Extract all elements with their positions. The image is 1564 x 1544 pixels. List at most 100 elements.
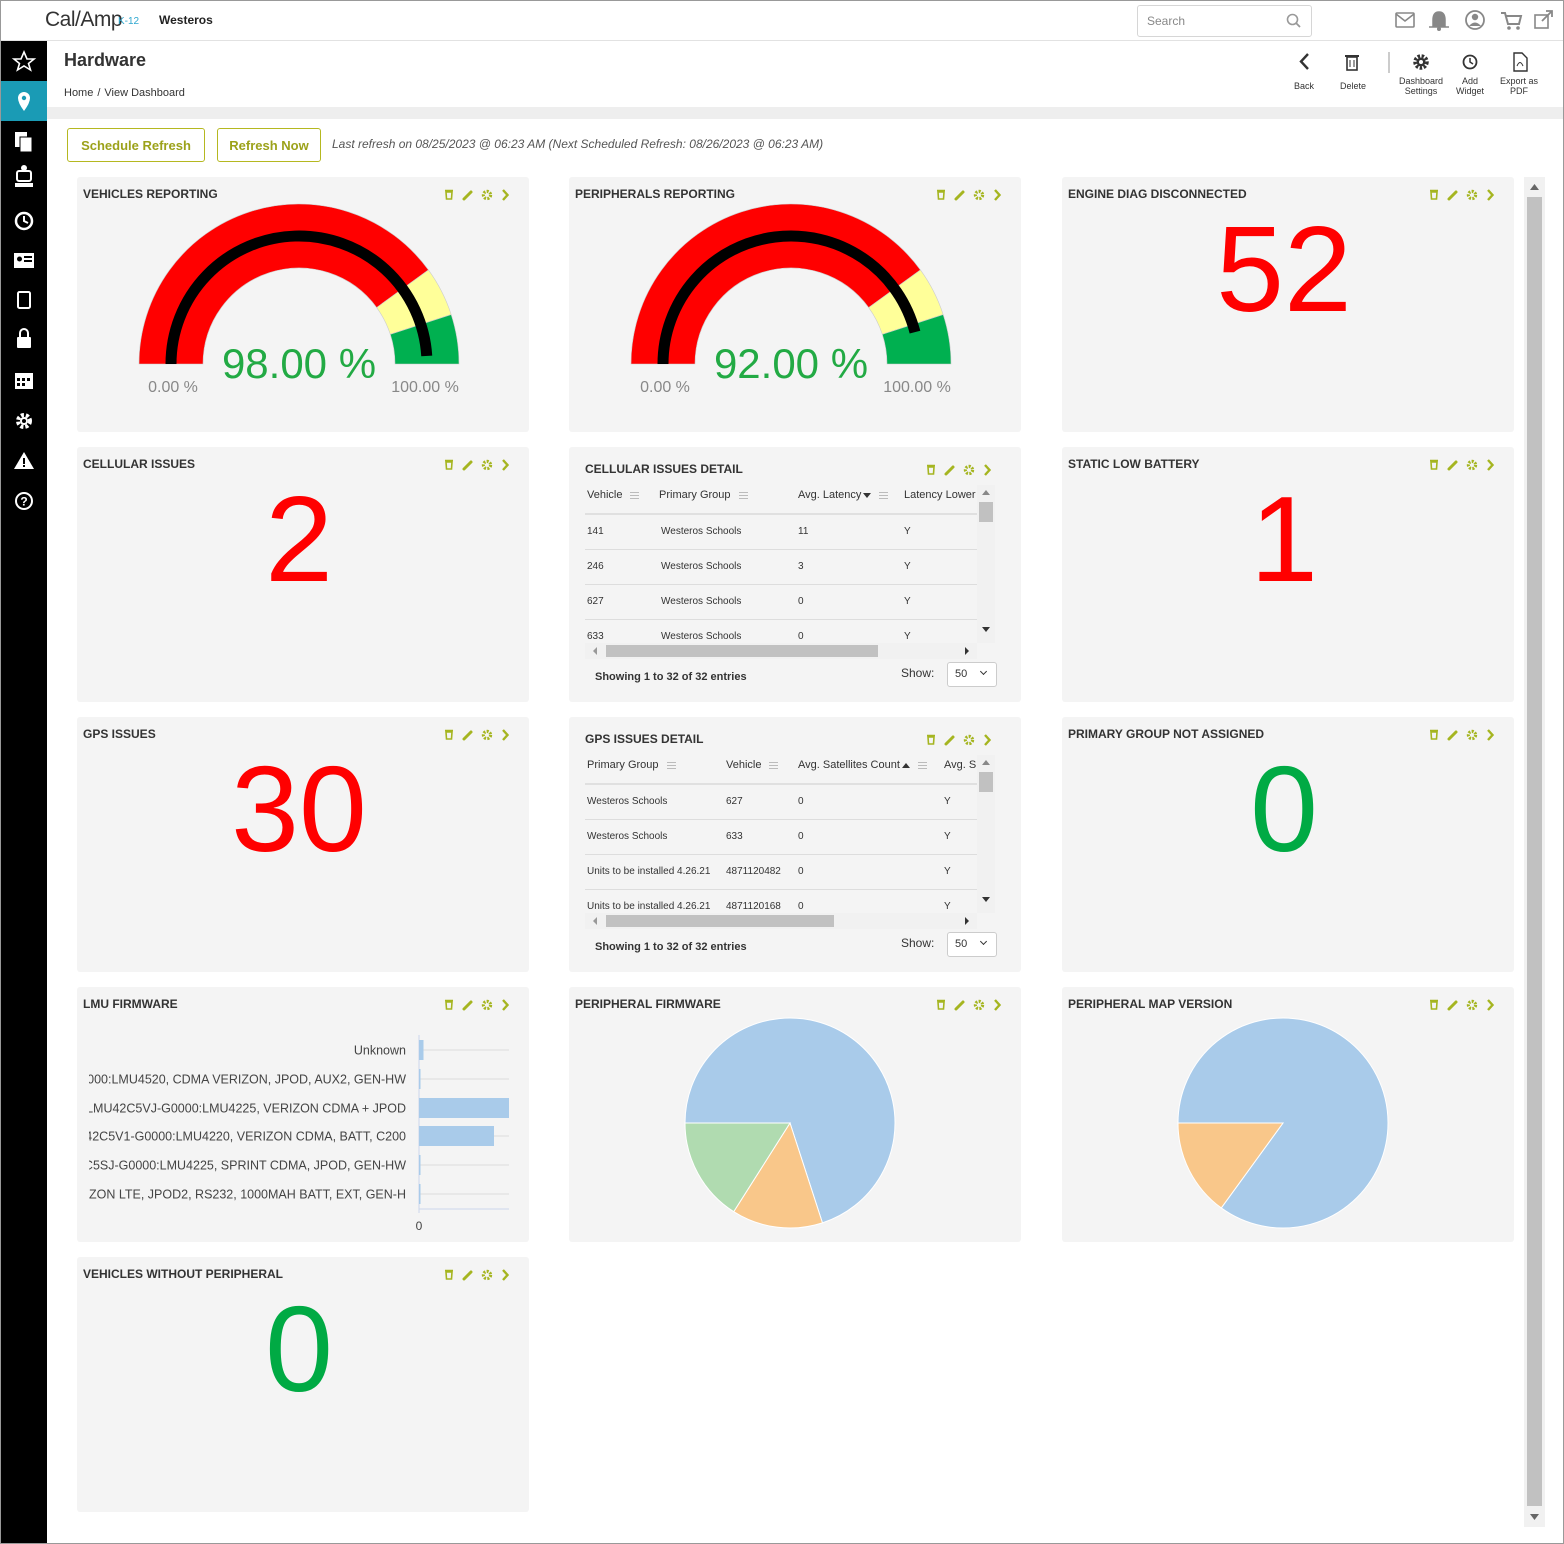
top-icons[interactable]	[1391, 9, 1561, 33]
settings-icon	[963, 464, 975, 476]
widget-bar: Unknown 0000:LMU4520, CDMA VERIZON, JPOD,…	[77, 987, 529, 1242]
widget-actions[interactable]	[927, 464, 992, 476]
page-size-select[interactable]: 50	[947, 662, 997, 687]
bar	[419, 1069, 421, 1089]
action-dashboard-settings[interactable]: Dashboard Settings	[1398, 76, 1444, 96]
widget-actions[interactable]	[445, 999, 510, 1011]
count-value: 1	[1250, 471, 1318, 607]
column-header[interactable]: Primary Group	[659, 489, 748, 501]
table-cell: Units to be installed 4.26.21	[587, 901, 711, 912]
table-cell: 3	[798, 561, 804, 572]
widget-canvas	[585, 734, 995, 929]
count-value: 52	[1216, 201, 1352, 337]
settings-icon	[973, 189, 985, 201]
gauge-value-label: 92.00 %	[714, 340, 868, 387]
page-size-select[interactable]: 50	[947, 932, 997, 957]
widget-actions[interactable]	[937, 189, 1002, 201]
edit-icon	[944, 465, 955, 476]
settings-icon	[1466, 729, 1478, 741]
separator	[47, 107, 1563, 119]
widget-actions[interactable]	[445, 459, 510, 471]
table-cell: Units to be installed 4.26.21	[587, 866, 711, 877]
category-label: 42C5V1-G0000:LMU4220, VERIZON CDMA, BATT…	[85, 1130, 406, 1144]
widget-actions[interactable]	[937, 999, 1002, 1011]
action-back[interactable]: Back	[1293, 81, 1314, 91]
row-rule	[585, 619, 977, 620]
table-cell: 141	[587, 526, 604, 537]
x-tick-label: 0	[416, 1219, 423, 1233]
search-box[interactable]: Search	[1137, 5, 1312, 37]
table-body: 141 Westeros Schools 11 Y 246 Westeros School…	[569, 514, 977, 643]
table-cell: Westeros Schools	[661, 596, 742, 607]
column-header[interactable]: Latency Lower	[904, 489, 976, 501]
schedule-refresh-button[interactable]: Schedule Refresh	[67, 128, 205, 162]
column-header[interactable]: Avg. Latency	[798, 489, 889, 501]
gauge-max-label: 100.00 %	[391, 379, 459, 396]
edit-icon	[944, 735, 955, 746]
page-title: Hardware	[64, 50, 147, 70]
widget-actions[interactable]	[445, 189, 510, 201]
table-cell: 633	[587, 631, 604, 642]
column-title: Latency Lower	[904, 489, 976, 501]
settings-icon	[1466, 189, 1478, 201]
delete-icon	[445, 999, 453, 1010]
brand-logo[interactable]: Cal/Amp	[45, 8, 123, 31]
settings-icon	[481, 999, 493, 1011]
delete-icon	[445, 459, 453, 470]
column-title: Vehicle	[726, 759, 762, 771]
column-header[interactable]: Vehicle	[726, 759, 779, 771]
table-cell: Y	[944, 831, 951, 842]
row-rule	[585, 584, 977, 585]
column-header[interactable]: Avg. S	[944, 759, 976, 771]
scrollbar[interactable]	[1524, 177, 1545, 1527]
column-header[interactable]: Vehicle	[587, 489, 640, 501]
settings-icon	[481, 729, 493, 741]
gauge-band	[881, 314, 952, 365]
widget-pie: PERIPHERAL MAP VERSION	[1062, 987, 1514, 1242]
table-header: Vehicle Primary Group Avg. Latency Latency …	[569, 447, 977, 514]
edit-icon	[1447, 1000, 1458, 1011]
category-label: Unknown	[354, 1044, 406, 1058]
action-delete[interactable]: Delete	[1339, 81, 1366, 91]
widget-title: PERIPHERAL MAP VERSION	[1068, 997, 1233, 1011]
delete-icon	[1430, 999, 1438, 1010]
account-name[interactable]: Westeros	[159, 13, 213, 27]
widget-actions[interactable]	[1430, 729, 1495, 741]
widget-actions[interactable]	[1430, 999, 1495, 1011]
widget-title: GPS ISSUES	[83, 727, 156, 741]
bar	[419, 1040, 424, 1060]
show-label: Show:	[901, 936, 935, 950]
table-cell: Y	[904, 631, 911, 642]
widget-actions[interactable]	[1430, 459, 1495, 471]
table-cell: 0	[798, 631, 804, 642]
widget-actions[interactable]	[927, 734, 992, 746]
refresh-now-button[interactable]: Refresh Now	[217, 128, 321, 162]
row-rule	[585, 889, 977, 890]
breadcrumb-current: View Dashboard	[104, 87, 185, 99]
widget-title: PERIPHERAL FIRMWARE	[575, 997, 721, 1011]
delete-icon	[1430, 729, 1438, 740]
widget-table: GPS ISSUES DETAIL Primary Group Vehicle Avg…	[569, 717, 1021, 972]
table-body: Westeros Schools 627 0 Y Westeros Schools 633…	[569, 784, 977, 913]
svg-text:?: ?	[20, 495, 27, 509]
widget-actions[interactable]	[445, 1269, 510, 1281]
side-nav[interactable]: ?	[1, 41, 47, 1544]
search-placeholder: Search	[1147, 14, 1186, 28]
delete-icon	[445, 189, 453, 200]
action-export-pdf[interactable]: Export as PDF	[1499, 76, 1539, 96]
widget-actions[interactable]	[1430, 189, 1495, 201]
column-header[interactable]: Avg. Satellites Count	[798, 759, 927, 771]
category-label: C5SJ-G0000:LMU4225, SPRINT CDMA, JPOD, G…	[84, 1159, 406, 1173]
search-icon	[1286, 13, 1301, 28]
widget-title: STATIC LOW BATTERY	[1068, 457, 1200, 471]
widget-count: 52 ENGINE DIAG DISCONNECTED	[1062, 177, 1514, 432]
widget-actions[interactable]	[445, 729, 510, 741]
table-info: Showing 1 to 32 of 32 entries	[595, 671, 747, 683]
action-add-widget[interactable]: Add Widget	[1455, 76, 1484, 96]
settings-icon	[963, 734, 975, 746]
gauge-value-label: 98.00 %	[222, 340, 376, 387]
edit-icon	[1447, 460, 1458, 471]
column-header[interactable]: Primary Group	[587, 759, 676, 771]
breadcrumb-link[interactable]: Home	[64, 87, 94, 99]
column-title: Avg. Latency	[798, 489, 862, 501]
